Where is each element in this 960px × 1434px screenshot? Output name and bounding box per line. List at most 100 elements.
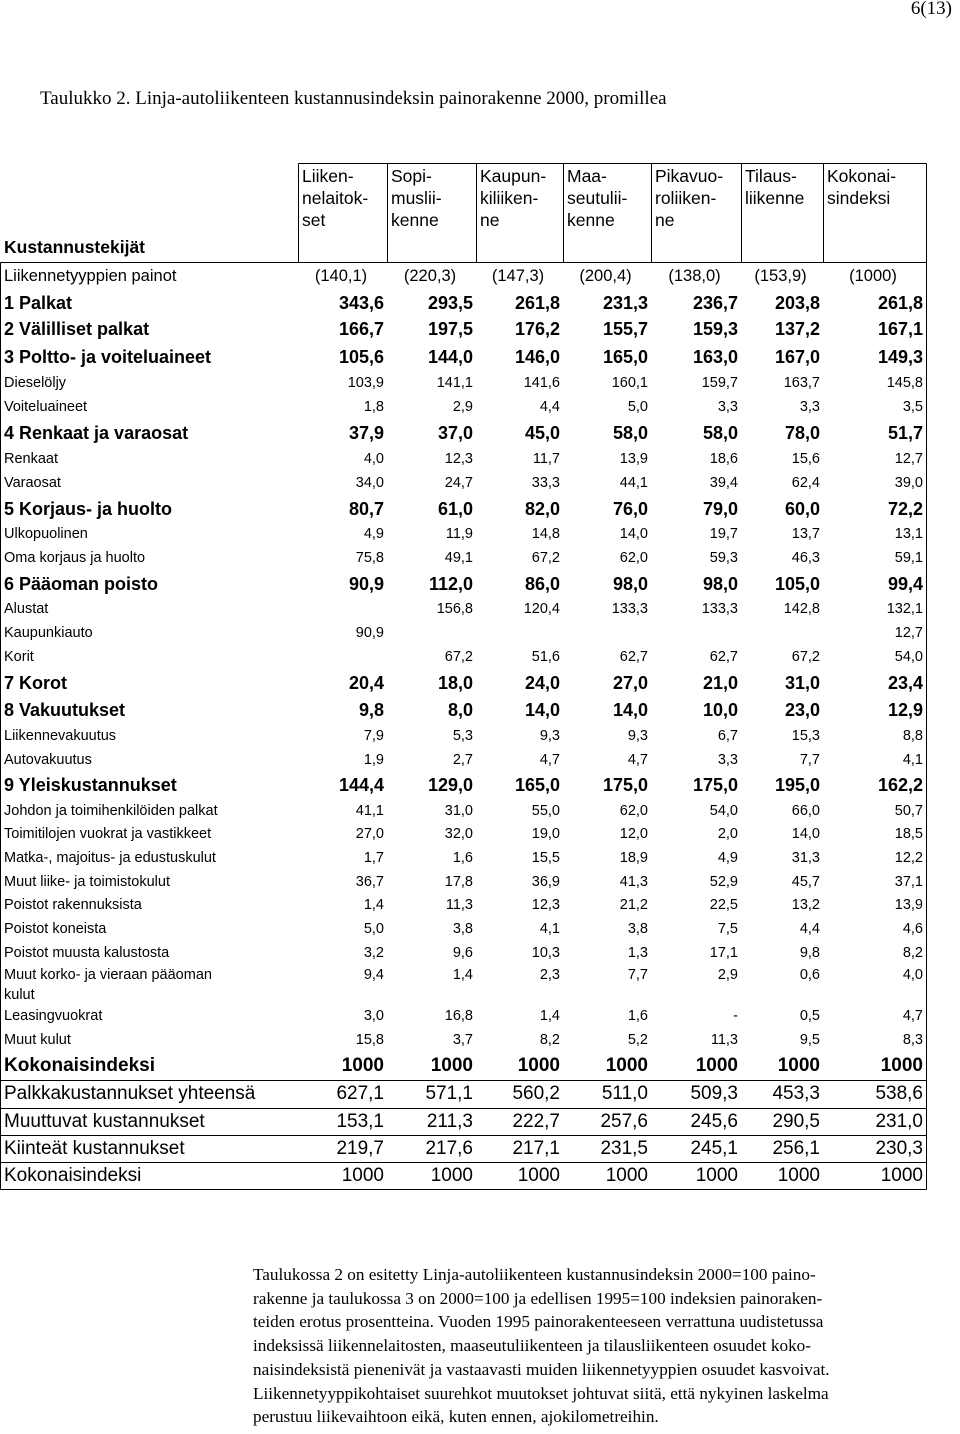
row-label: Muut liike- ja toimistokulut [4, 874, 170, 890]
table-cell: 62,4 [791, 475, 820, 491]
row-label: 2 Välilliset palkat [4, 319, 150, 339]
table-cell: 129,0 [427, 775, 473, 795]
table-cell: 31,3 [791, 850, 820, 866]
table-cell: 1,6 [452, 850, 473, 866]
row-label: 7 Korot [4, 673, 67, 693]
table-cell: 37,1 [894, 874, 923, 890]
table-cell: 90,9 [348, 574, 384, 594]
table-cell: 15,5 [531, 850, 560, 866]
table-cell: 2,0 [717, 826, 738, 842]
table-cell: 23,4 [887, 673, 923, 693]
table-cell: 98,0 [702, 574, 738, 594]
table-cell: 1000 [605, 1055, 648, 1076]
table-cell: 49,1 [444, 550, 473, 566]
row-label: 9 Yleiskustannukset [4, 775, 177, 795]
table-row: Ulkopuolinen 4,9 11,9 14,8 14,0 19,7 13,7 13,1 [0, 523, 960, 546]
table-cell: 0,5 [799, 1008, 820, 1024]
table-cell: 18,0 [437, 673, 473, 693]
footnote-line: indeksissä liikennelaitosten, maaseutuli… [253, 1336, 811, 1356]
table-cell: 8,2 [902, 945, 923, 961]
table-cell: 11,9 [445, 526, 473, 542]
table-cell: 146,0 [514, 347, 560, 367]
table-cell: 160,1 [611, 375, 648, 391]
row-label: 3 Poltto- ja voiteluaineet [4, 347, 212, 367]
table-cell: 509,3 [690, 1083, 738, 1104]
table-row: Palkkakustannukset yhteensä 627,1 571,1 560… [0, 1080, 960, 1108]
table-cell: - [733, 1008, 738, 1024]
row-label: Muut korko- ja vieraan pääoman kulut [4, 967, 212, 1003]
row-label: Matka-, majoitus- ja edustuskulut [4, 850, 216, 866]
table-cell: 120,4 [523, 601, 560, 617]
table-cell: 60,0 [784, 499, 820, 519]
table-cell: 1,9 [363, 752, 384, 768]
table-cell: 19,7 [709, 526, 738, 542]
table-cell: 18,6 [709, 451, 738, 467]
footnote-paragraph: Taulukossa 2 on esitetty Linja-autoliike… [253, 1263, 960, 1429]
table-cell: 3,5 [902, 399, 923, 415]
table-cell: 18,9 [619, 850, 648, 866]
table-cell: 245,6 [690, 1111, 738, 1132]
table-cell: 3,7 [452, 1032, 473, 1048]
table-cell: 142,8 [783, 601, 820, 617]
table-cell: 290,5 [772, 1111, 820, 1132]
table-cell: 155,7 [602, 319, 648, 339]
table-cell: 571,1 [425, 1083, 473, 1104]
table-cell: 256,1 [772, 1138, 820, 1159]
table-cell: 62,7 [619, 649, 648, 665]
row-header-label: Kustannustekijät [4, 237, 145, 257]
table-cell: (140,1) [314, 267, 368, 285]
table-cell: 230,3 [875, 1138, 923, 1159]
table-cell: 144,4 [338, 775, 384, 795]
table-cell: 236,7 [692, 293, 738, 313]
table-cell: 76,0 [612, 499, 648, 519]
table-cell: 1,4 [452, 967, 473, 983]
table-cell: 50,7 [894, 803, 923, 819]
row-label: Poistot rakennuksista [4, 897, 142, 913]
table-cell: 560,2 [512, 1083, 560, 1104]
table-cell: 166,7 [338, 319, 384, 339]
table-row: Johdon ja toimihenkilöiden palkat 41,1 31,… [0, 799, 960, 823]
table-cell: 453,3 [772, 1083, 820, 1104]
table-cell: 9,4 [363, 967, 384, 983]
table-cell: 27,0 [612, 673, 648, 693]
table-cell: 159,3 [692, 319, 738, 339]
table-cell: 159,7 [701, 375, 738, 391]
table-cell: 15,3 [791, 728, 820, 744]
table-cell: 62,7 [709, 649, 738, 665]
row-label: 4 Renkaat ja varaosat [4, 423, 189, 443]
table-cell: 4,4 [539, 399, 560, 415]
table-cell: 1000 [430, 1055, 473, 1076]
row-label: 6 Pääoman poisto [4, 574, 159, 594]
table-cell: 162,2 [877, 775, 923, 795]
table-cell: 1000 [341, 1165, 384, 1186]
table-row: Poistot rakennuksista 1,4 11,3 12,3 21,2 22,5… [0, 894, 960, 917]
table-row: Liikennevakuutus 7,9 5,3 9,3 9,3 6,7 15,3 8,8 [0, 724, 960, 748]
row-label: Kiinteät kustannukset [4, 1138, 185, 1159]
table-cell: 4,7 [902, 1008, 923, 1024]
table-cell: 1000 [517, 1055, 560, 1076]
table-cell: 9,3 [539, 728, 560, 744]
table-cell: 1,4 [363, 897, 384, 913]
table-cell: 261,8 [877, 293, 923, 313]
table-row: Kaupunkiauto 90,9 12,7 [0, 621, 960, 645]
column-header-liikennelaitokset: Liiken- nelaitok- set [302, 166, 369, 230]
table-cell: 39,4 [709, 475, 738, 491]
table-cell: 1,6 [627, 1008, 648, 1024]
table-cell: 99,4 [887, 574, 923, 594]
table-cell: 4,4 [799, 921, 820, 937]
table-row: Kiinteät kustannukset 219,7 217,6 217,1 231,… [0, 1135, 960, 1162]
table-cell: 167,1 [877, 319, 923, 339]
table-cell: 15,6 [791, 451, 820, 467]
table-cell: 103,9 [347, 375, 384, 391]
table-cell: 4,0 [363, 451, 384, 467]
table-cell: 175,0 [602, 775, 648, 795]
table-row: 4 Renkaat ja varaosat 37,9 37,0 45,0 58,0 58,… [0, 419, 960, 447]
table-cell: 1000 [605, 1165, 648, 1186]
table-cell: 13,9 [619, 451, 648, 467]
footnote-line: Liikennetyyppikohtaiset suurehkot muutok… [253, 1383, 829, 1403]
table-row: 9 Yleiskustannukset 144,4 129,0 165,0 175,0 1… [0, 772, 960, 799]
table-cell: 46,3 [791, 550, 820, 566]
column-header-sopimusliikenne: Sopi- muslii- kenne [391, 166, 442, 230]
table-cell: 7,7 [799, 752, 820, 768]
table-cell: 36,7 [355, 874, 384, 890]
